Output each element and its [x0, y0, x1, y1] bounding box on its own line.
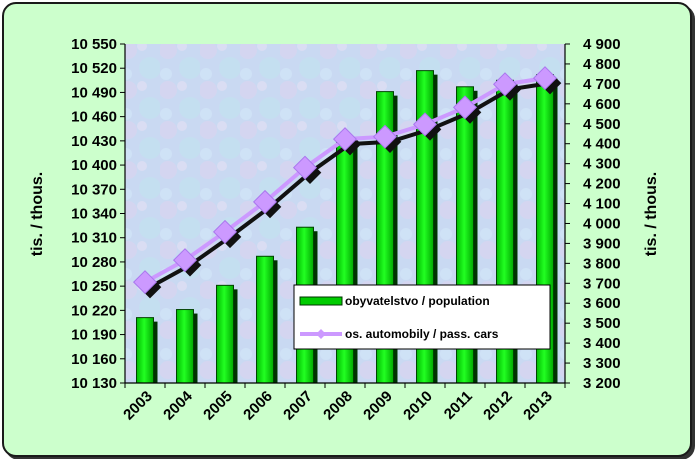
left-tick-label: 10 190 [71, 327, 117, 344]
bar [176, 309, 194, 384]
right-tick-label: 3 600 [583, 295, 621, 312]
x-tick-label: 2010 [400, 388, 436, 424]
right-tick-label: 3 800 [583, 255, 621, 272]
right-tick-label: 4 200 [583, 176, 621, 193]
right-y-ticks: 3 200 3 300 3 400 3 500 3 600 3 700 3 800 3 900… [565, 36, 621, 392]
line-point [412, 112, 438, 137]
x-tick-label: 2012 [480, 388, 516, 424]
line-point [492, 72, 518, 97]
x-tick-label: 2006 [240, 388, 276, 424]
x-tick-label: 2005 [200, 388, 236, 424]
x-tick-label: 2011 [441, 388, 476, 423]
legend-bar-swatch [299, 296, 343, 306]
line-point [372, 124, 398, 149]
right-tick-label: 4 900 [583, 36, 621, 53]
line-point [532, 66, 558, 91]
right-tick-label: 3 200 [583, 375, 621, 392]
right-tick-label: 4 100 [583, 196, 621, 213]
line-point [212, 219, 238, 244]
bar [136, 317, 154, 384]
left-tick-label: 10 220 [71, 302, 117, 319]
line-point [332, 127, 358, 152]
bar [216, 284, 234, 384]
legend-box [293, 284, 551, 350]
right-axis-title: tis. / thous. [643, 172, 660, 256]
line-point [132, 270, 158, 295]
x-tick-label: 2003 [120, 388, 156, 424]
right-tick-label: 3 700 [583, 275, 621, 292]
left-tick-label: 10 490 [71, 84, 117, 101]
right-tick-label: 4 300 [583, 156, 621, 173]
legend-line-label: os. automobily / pass. cars [345, 327, 499, 341]
left-tick-label: 10 160 [71, 351, 117, 368]
right-tick-label: 4 600 [583, 96, 621, 113]
right-tick-label: 3 400 [583, 335, 621, 352]
x-tick-label: 2013 [520, 388, 556, 424]
left-tick-label: 10 400 [71, 157, 117, 174]
left-tick-label: 10 250 [71, 278, 117, 295]
right-tick-label: 3 500 [583, 315, 621, 332]
right-tick-label: 3 900 [583, 235, 621, 252]
left-tick-label: 10 310 [71, 230, 117, 247]
legend-bar-label: obyvatelstvo / population [345, 294, 490, 308]
left-tick-label: 10 280 [71, 254, 117, 271]
line-point [172, 248, 198, 273]
x-ticks: 2003 2004 2005 2006 2007 2008 2009 2010 2011 2012… [120, 383, 566, 424]
legend-line-marker [316, 329, 326, 339]
left-y-ticks: 10 130 10 160 10 190 10 220 10 250 10 280 10 3… [71, 36, 125, 392]
left-tick-label: 10 340 [71, 206, 117, 223]
cars-line [132, 66, 558, 295]
left-tick-label: 10 550 [71, 36, 117, 53]
left-tick-label: 10 370 [71, 181, 117, 198]
line-point [252, 189, 278, 214]
right-tick-label: 4 800 [583, 56, 621, 73]
x-tick-label: 2008 [320, 388, 356, 424]
x-tick-label: 2004 [160, 387, 196, 423]
left-tick-label: 10 520 [71, 60, 117, 77]
right-tick-label: 3 300 [583, 355, 621, 372]
right-tick-label: 4 700 [583, 76, 621, 93]
line-point [452, 95, 478, 120]
right-tick-label: 4 400 [583, 136, 621, 153]
left-axis-title: tis. / thous. [29, 172, 46, 256]
x-tick-label: 2007 [280, 388, 316, 424]
right-tick-label: 4 500 [583, 116, 621, 133]
right-tick-label: 4 000 [583, 215, 621, 232]
x-tick-label: 2009 [360, 388, 396, 424]
line-point [292, 155, 318, 180]
left-tick-label: 10 130 [71, 375, 117, 392]
left-tick-label: 10 460 [71, 109, 117, 126]
bar [256, 255, 274, 384]
legend: obyvatelstvo / population os. automobily… [293, 284, 551, 350]
left-tick-label: 10 430 [71, 133, 117, 150]
